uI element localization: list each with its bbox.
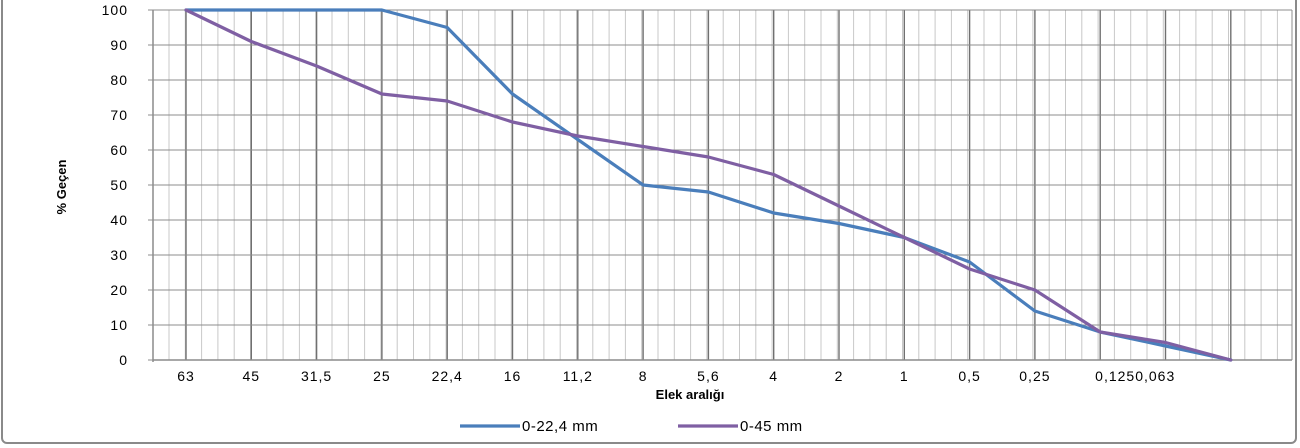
x-tick-label: 5,6 (697, 368, 719, 384)
x-tick-label: 0,25 (1019, 368, 1050, 384)
y-axis-ticks: 0 10 20 30 40 50 60 70 80 90 100 (102, 2, 153, 368)
x-tick-label: 4 (769, 368, 778, 384)
x-tick-label: 0,5 (958, 368, 980, 384)
x-tick-label: 8 (639, 368, 648, 384)
axes (152, 10, 1292, 362)
legend-label-1: 0-22,4 mm (522, 418, 598, 435)
y-tick-label: 0 (119, 352, 128, 368)
y-tick-label: 10 (110, 317, 128, 333)
y-tick-label: 100 (102, 2, 128, 18)
x-tick-label: 11,2 (563, 368, 593, 384)
x-axis-title: Elek aralığı (656, 387, 725, 402)
x-tick-label: 2 (835, 368, 844, 384)
x-tick-label: 31,5 (301, 368, 332, 384)
grid (153, 9, 1293, 361)
x-axis-ticks: 63 45 31,5 25 22,4 16 11,2 8 5,6 4 2 1 0,5 0,25 0,1250… (177, 368, 1175, 384)
x-tick-label: 25 (373, 368, 391, 384)
series-line-2 (184, 8, 1233, 362)
x-tick-label: 63 (177, 368, 195, 384)
x-tick-label: 45 (243, 368, 261, 384)
x-tick-label: 0,1250,063 (1095, 368, 1175, 384)
legend-label-2: 0-45 mm (740, 418, 803, 435)
series-lines (184, 8, 1233, 362)
y-tick-label: 20 (110, 282, 128, 298)
y-tick-label: 50 (110, 177, 128, 193)
x-tick-label: 22,4 (432, 368, 463, 384)
y-axis-title: % Geçen (54, 159, 69, 214)
y-tick-label: 60 (110, 142, 128, 158)
y-tick-label: 40 (110, 212, 128, 228)
y-tick-label: 30 (110, 247, 128, 263)
x-tick-label: 1 (900, 368, 909, 384)
y-tick-label: 90 (110, 37, 128, 53)
series-line-1 (184, 8, 1233, 362)
legend: 0-22,4 mm 0-45 mm (460, 418, 803, 435)
y-tick-label: 70 (110, 107, 128, 123)
x-tick-label: 16 (504, 368, 522, 384)
y-tick-label: 80 (110, 72, 128, 88)
